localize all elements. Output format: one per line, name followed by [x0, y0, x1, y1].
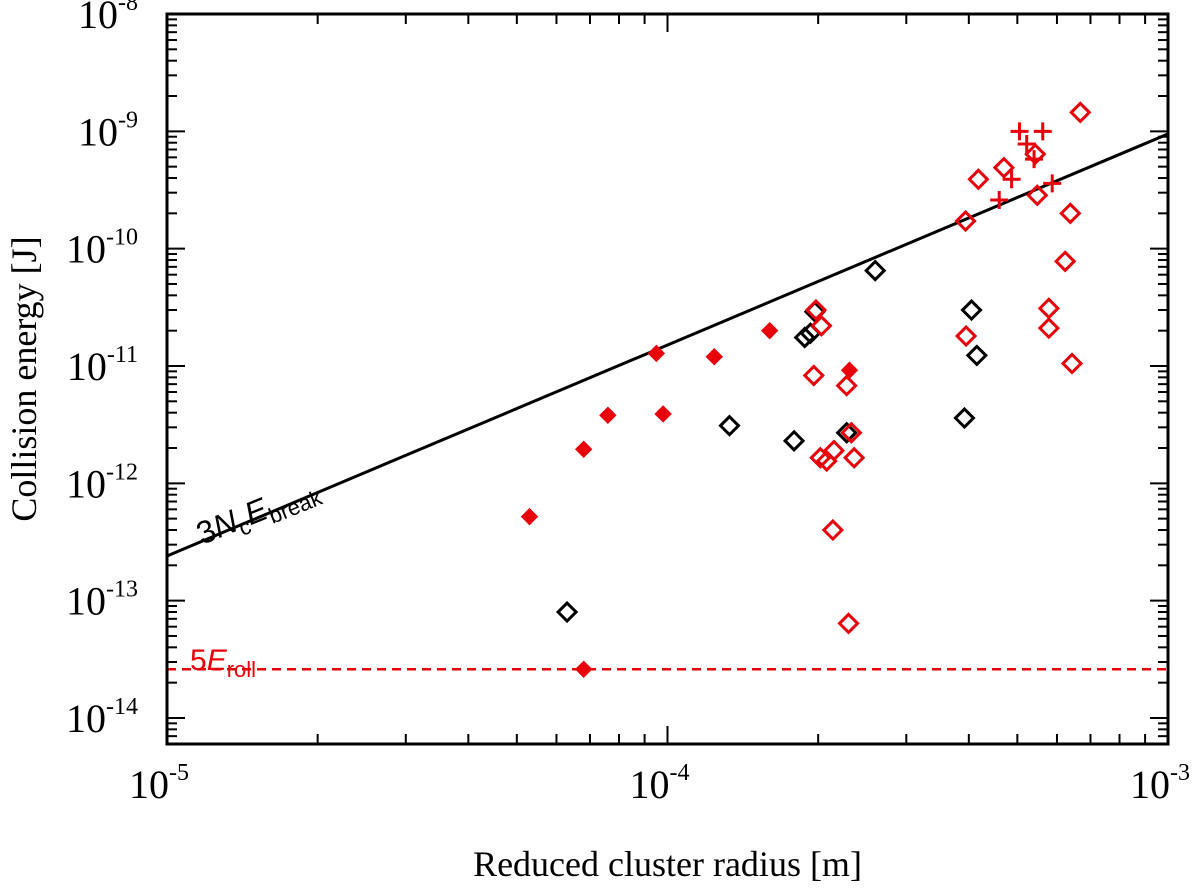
- x-tick-label: 10-4: [630, 760, 690, 807]
- open-diamond-point: [992, 156, 1016, 179]
- plus-point: [1043, 174, 1062, 193]
- open-diamond-point: [1059, 202, 1082, 225]
- filled-diamond-point: [599, 406, 617, 424]
- filled-diamond-point: [760, 321, 779, 340]
- filled-diamond-point: [520, 507, 539, 526]
- plus-point: [990, 190, 1009, 209]
- filled-diamond-point: [647, 344, 666, 363]
- open-diamond-point: [965, 344, 988, 367]
- tick-labels: 10-5 10-4 10-3 10-14 10-13 10-12 10-11 10-10 10-…: [66, 0, 1190, 807]
- plus-point: [1033, 122, 1052, 141]
- open-diamond-point: [821, 518, 844, 542]
- open-diamond-point: [837, 612, 860, 635]
- reference-lines: [166, 132, 1169, 671]
- open-diamond-point: [804, 298, 828, 322]
- plus-point: [1002, 170, 1021, 189]
- axis-ticks: [166, 13, 1169, 745]
- open-diamond-point: [822, 439, 846, 462]
- plus-point: [1010, 122, 1029, 141]
- plus-point: [1017, 134, 1036, 153]
- open-diamond-point: [809, 446, 832, 469]
- open-diamond-point: [1026, 184, 1049, 207]
- open-diamond-point: [864, 259, 887, 282]
- plot-frame: [165, 12, 1170, 746]
- x-tick-label: 10-5: [129, 760, 189, 807]
- open-diamond-point: [953, 406, 976, 430]
- open-diamond-point: [835, 421, 858, 444]
- plus-point: [1025, 150, 1044, 169]
- open-diamond-point: [840, 421, 863, 444]
- open-diamond-point: [960, 298, 983, 322]
- open-diamond-point: [555, 600, 579, 624]
- open-diamond-point: [843, 446, 866, 469]
- open-diamond-point: [1060, 352, 1084, 375]
- y-tick-label: 10-8: [78, 0, 138, 37]
- open-diamond-point: [718, 414, 741, 437]
- x-axis-label: Reduced cluster radius [m]: [473, 844, 862, 884]
- data-points: [520, 101, 1092, 678]
- open-diamond-point: [1069, 101, 1092, 124]
- y-tick-label: 10-12: [66, 459, 138, 506]
- open-diamond-point: [793, 326, 816, 349]
- reference-line-3ncebreak: [166, 132, 1169, 558]
- open-diamond-point: [835, 374, 858, 397]
- y-tick-label: 10-13: [66, 577, 138, 624]
- open-diamond-point: [954, 209, 977, 233]
- y-axis-label: Collision energy [J]: [4, 236, 44, 521]
- open-diamond-point: [954, 324, 978, 348]
- x-tick-label: 10-3: [1130, 760, 1190, 807]
- line-label-5eroll: 5Eroll: [190, 644, 256, 682]
- filled-diamond-point: [840, 361, 859, 379]
- open-diamond-point: [810, 314, 833, 337]
- y-tick-label: 10-11: [67, 342, 138, 389]
- open-diamond-point: [1054, 250, 1077, 273]
- y-tick-label: 10-14: [66, 694, 138, 741]
- filled-diamond-point: [574, 660, 593, 678]
- open-diamond-point: [1037, 297, 1060, 320]
- y-tick-label: 10-10: [66, 225, 138, 272]
- filled-diamond-point: [574, 440, 593, 458]
- open-diamond-point: [802, 364, 825, 387]
- filled-diamond-point: [705, 347, 723, 366]
- open-diamond-point: [1037, 317, 1060, 340]
- line-label-3ncebreak: 3NcEbreak: [191, 470, 326, 556]
- y-tick-label: 10-9: [78, 107, 138, 154]
- filled-diamond-point: [654, 405, 672, 423]
- open-diamond-point: [782, 429, 806, 452]
- open-diamond-point: [967, 168, 990, 191]
